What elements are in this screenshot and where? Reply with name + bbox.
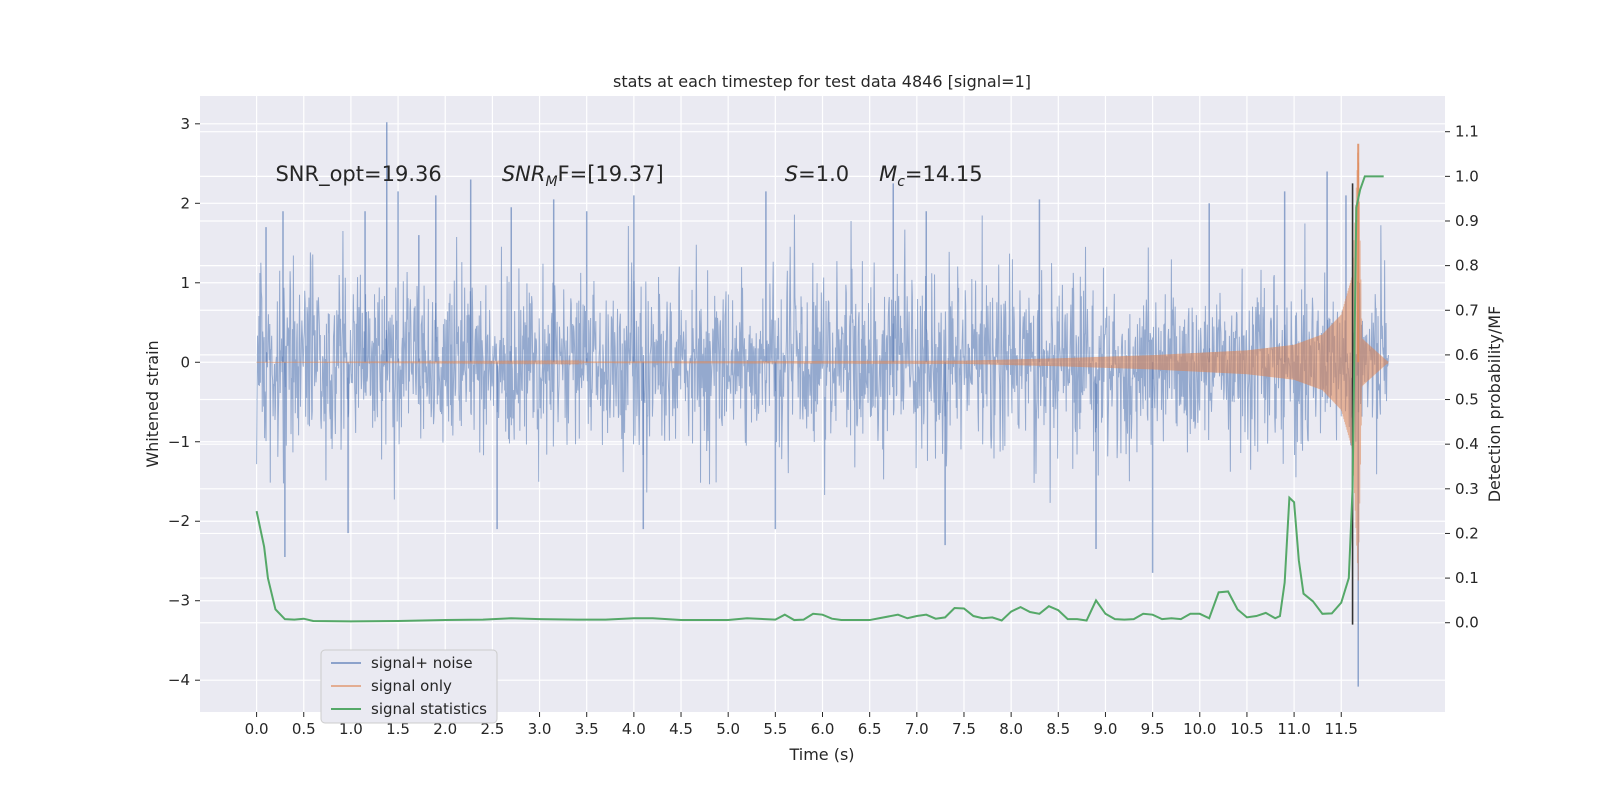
stats-trace (255, 175, 1384, 623)
x-tick-label: 3.5 (575, 720, 599, 738)
y2-tick-label: 0.5 (1455, 391, 1479, 409)
y2-tick-label: 1.0 (1455, 167, 1479, 185)
y-tick-label: 3 (180, 115, 190, 133)
y2-tick-label: 0.7 (1455, 301, 1479, 319)
y2-tick-label: 1.1 (1455, 123, 1479, 141)
y-tick-label: −1 (168, 433, 190, 451)
x-tick-label: 8.5 (1046, 720, 1070, 738)
annotation-snr-opt: SNR_opt=19.36 (275, 162, 441, 187)
x-tick-label: 5.5 (763, 720, 787, 738)
annotation-chirp-mass: Mc=14.15 (879, 162, 983, 190)
y2-tick-label: 0.0 (1455, 614, 1479, 632)
y-tick-label: −4 (168, 671, 190, 689)
x-tick-label: 11.5 (1325, 720, 1358, 738)
x-tick-label: 11.0 (1277, 720, 1310, 738)
legend-label-noise: signal+ noise (371, 654, 473, 672)
noise-trace (256, 214, 1389, 503)
x-tick-label: 0.0 (245, 720, 269, 738)
x-axis-label: Time (s) (788, 745, 854, 764)
y-tick-label: 2 (180, 194, 190, 212)
x-tick-label: 6.5 (858, 720, 882, 738)
y-axis-label: Whitened strain (143, 340, 162, 467)
annotation-snr-mf: SNRMF=[19.37] (502, 162, 664, 190)
x-tick-label: 3.0 (528, 720, 552, 738)
y2-axis-label: Detection probability/MF (1485, 306, 1504, 503)
x-tick-label: 5.0 (716, 720, 740, 738)
x-tick-label: 10.0 (1183, 720, 1216, 738)
series-signal-plus-noise (256, 122, 1389, 687)
x-tick-label: 2.5 (480, 720, 504, 738)
annotation-mc-main: M (879, 162, 897, 186)
y2-tick-label: 0.6 (1455, 346, 1479, 364)
y2-tick-label: 0.8 (1455, 257, 1479, 275)
annotation-mc-sub: c (897, 174, 905, 190)
y2-tick-label: 0.2 (1455, 524, 1479, 542)
legend-label-signal: signal only (371, 677, 452, 695)
x-tick-label: 7.0 (905, 720, 929, 738)
legend: signal+ noise signal only signal statist… (320, 649, 498, 724)
legend-label-stats: signal statistics (371, 700, 487, 718)
x-tick-label: 9.5 (1141, 720, 1165, 738)
y-tick-labels: 3 2 1 0 −1 −2 −3 −4 (168, 115, 200, 689)
y2-tick-labels: 1.1 1.0 0.9 0.8 0.7 0.6 0.5 0.4 0.3 0.2 0.1 0.0 (1445, 123, 1479, 632)
y2-tick-label: 0.4 (1455, 435, 1479, 453)
x-tick-label: 8.0 (999, 720, 1023, 738)
annotation-mc-rest: =14.15 (905, 162, 983, 186)
y-tick-label: 0 (180, 353, 190, 371)
series-signal-only (256, 143, 1389, 581)
annotation-s-main: S (785, 162, 798, 186)
x-tick-label: 4.0 (622, 720, 646, 738)
annotations: SNR_opt=19.36 SNRMF=[19.37] S=1.0 Mc=14.… (275, 162, 982, 190)
x-tick-labels: 0.0 0.5 1.0 1.5 2.0 2.5 3.0 3.5 4.0 4.5 5.0 5.5 6.0 6… (245, 712, 1358, 738)
x-tick-label: 7.5 (952, 720, 976, 738)
y-tick-label: −3 (168, 592, 190, 610)
legend-box (320, 649, 498, 724)
x-tick-label: 0.5 (292, 720, 316, 738)
chart-title: stats at each timestep for test data 484… (613, 72, 1031, 91)
annotation-snr-mf-sub: M (545, 174, 557, 190)
x-tick-label: 4.5 (669, 720, 693, 738)
x-tick-label: 10.5 (1230, 720, 1263, 738)
x-tick-label: 9.0 (1094, 720, 1118, 738)
series-signal-statistics (255, 175, 1384, 623)
y2-tick-label: 0.3 (1455, 480, 1479, 498)
signal-trace (256, 152, 1389, 581)
annotation-snr-mf-main: SNR (502, 162, 546, 186)
y2-tick-label: 0.1 (1455, 569, 1479, 587)
y-tick-label: 1 (180, 274, 190, 292)
y-tick-label: −2 (168, 512, 190, 530)
x-tick-label: 2.0 (433, 720, 457, 738)
x-tick-label: 1.5 (386, 720, 410, 738)
annotation-s: S=1.0 (785, 162, 849, 186)
x-tick-label: 6.0 (811, 720, 835, 738)
annotation-s-rest: =1.0 (798, 162, 849, 186)
x-tick-label: 1.0 (339, 720, 363, 738)
annotation-snr-mf-rest: F=[19.37] (558, 162, 664, 186)
y2-tick-label: 0.9 (1455, 212, 1479, 230)
